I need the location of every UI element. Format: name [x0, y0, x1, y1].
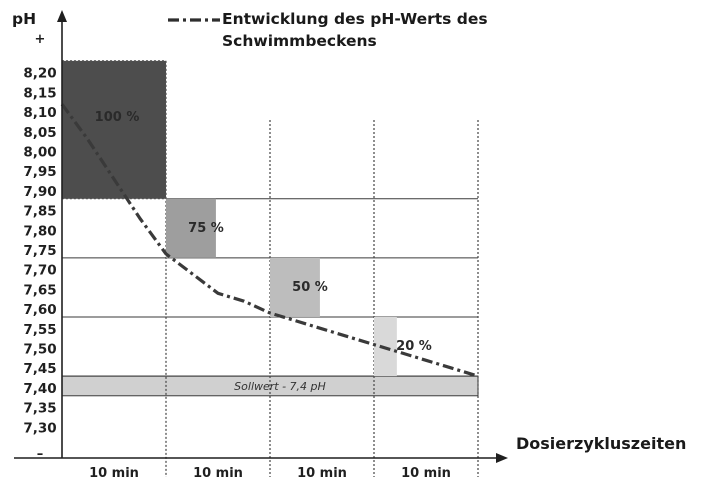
dosing-bar-label-4: 20 %: [396, 339, 432, 354]
y-tick-label: 8,15: [23, 85, 56, 101]
dosing-bar-label-2: 75 %: [188, 221, 224, 236]
y-tick-label: 8,20: [23, 66, 56, 82]
y-tick-label: 7,35: [23, 401, 56, 417]
dosing-bar-2: [166, 198, 216, 258]
ph-series-line-1: [60, 103, 479, 378]
y-tick-label: 7,45: [23, 361, 56, 377]
y-tick-label: 7,75: [23, 243, 56, 259]
chart-title: Entwicklung des pH-Werts des Schwimmbeck…: [222, 10, 493, 50]
x-category-label-4: 10 min: [401, 466, 451, 481]
x-category-label-1: 10 min: [89, 466, 139, 481]
y-tick-label: 7,55: [23, 322, 56, 338]
tick-layer: 8,20 8,15 8,10 8,05 8,00 7,95 7,90 7,85 7,80 7,75…: [23, 66, 451, 481]
y-tick-label: 7,70: [23, 263, 56, 279]
x-axis-title: Dosierzykluszeiten: [516, 434, 686, 453]
y-axis-title: pH: [12, 10, 36, 28]
dosing-bar-label-3: 50 %: [292, 280, 328, 295]
y-tick-label: 8,10: [23, 105, 56, 121]
x-category-label-2: 10 min: [193, 466, 243, 481]
y-tick-label: 7,90: [23, 184, 56, 200]
y-axis-minus-sign: –: [37, 447, 44, 462]
y-axis-arrow: [57, 10, 67, 22]
y-tick-label: 7,80: [23, 223, 56, 239]
y-axis-plus-sign: +: [35, 32, 46, 47]
setpoint-label: Sollwert - 7,4 pH: [234, 380, 326, 393]
y-tick-label: 7,60: [23, 302, 56, 318]
x-axis-arrow: [496, 453, 508, 463]
y-tick-label: 8,00: [23, 145, 56, 161]
y-tick-label: 7,95: [23, 164, 56, 180]
y-tick-label: 7,30: [23, 420, 56, 436]
axis-layer: pH + – Dosierzykluszeiten: [12, 10, 686, 463]
line-layer: [60, 103, 479, 378]
chart-title-line-1: Entwicklung des pH-Werts des: [222, 10, 488, 28]
y-tick-label: 8,05: [23, 125, 56, 141]
legend: Entwicklung des pH-Werts des Schwimmbeck…: [168, 10, 493, 50]
chart-title-line-2: Schwimmbeckens: [222, 32, 377, 50]
y-tick-label: 7,50: [23, 342, 56, 358]
bar-layer: 100 % 75 % 50 % 20 %: [61, 60, 432, 377]
y-tick-label: 7,40: [23, 381, 56, 397]
x-category-label-3: 10 min: [297, 466, 347, 481]
dosing-bar-3: [270, 257, 320, 317]
y-tick-label: 7,65: [23, 282, 56, 298]
y-tick-label: 7,85: [23, 204, 56, 220]
dosing-bar-label-1: 100 %: [95, 110, 140, 125]
